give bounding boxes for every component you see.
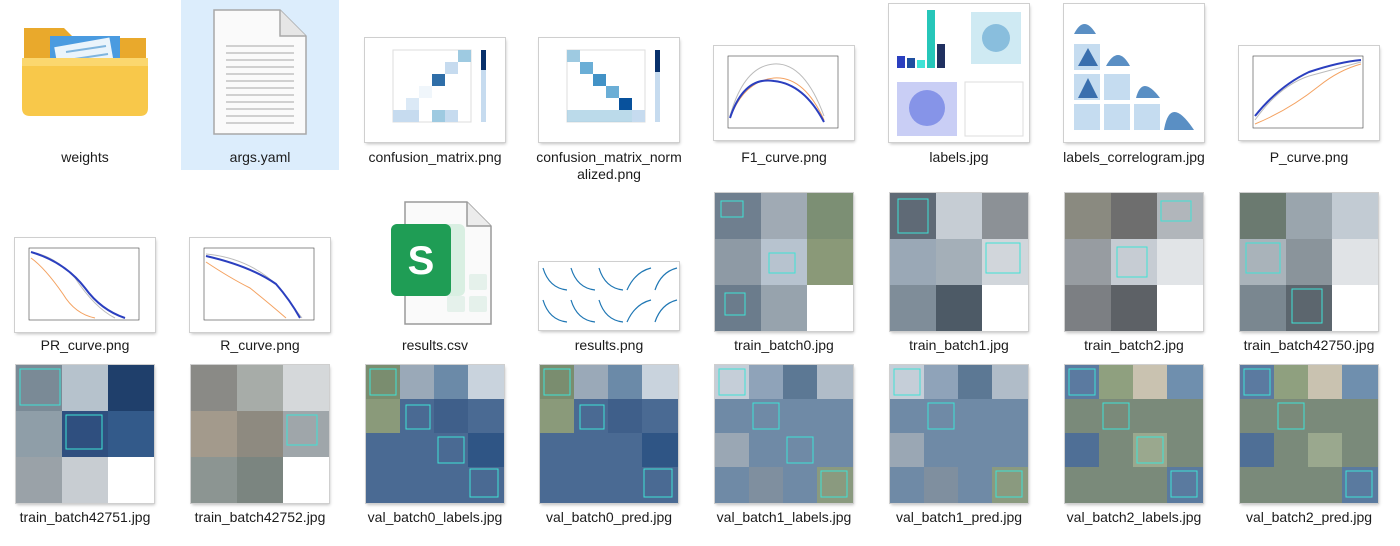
- file-item-val-batch1-labels[interactable]: val_batch1_labels.jpg: [705, 360, 863, 530]
- file-item-args-yaml[interactable]: args.yaml: [181, 0, 339, 170]
- file-item-results-csv[interactable]: S results.csv: [356, 188, 514, 358]
- pr-curve-thumbnail: [15, 238, 155, 332]
- file-item-r-curve[interactable]: R_curve.png: [181, 188, 339, 358]
- document-icon: [210, 8, 310, 138]
- r-curve-thumbnail: [190, 238, 330, 332]
- val-batch2-pred-thumbnail: [1240, 365, 1378, 503]
- spreadsheet-icon: S: [375, 198, 495, 328]
- file-name: PR_curve.png: [40, 337, 130, 353]
- file-name: results.csv: [401, 337, 469, 353]
- file-name: args.yaml: [229, 149, 291, 165]
- file-item-labels-correlogram[interactable]: labels_correlogram.jpg: [1055, 0, 1213, 190]
- train-batch0-thumbnail: [715, 193, 853, 331]
- train-batch42750-thumbnail: [1240, 193, 1378, 331]
- file-item-labels[interactable]: labels.jpg: [880, 0, 1038, 170]
- file-name: F1_curve.png: [741, 149, 827, 165]
- spreadsheet-letter: S: [408, 239, 435, 283]
- file-name: val_batch1_labels.jpg: [716, 509, 852, 525]
- val-batch1-pred-thumbnail: [890, 365, 1028, 503]
- train-batch42751-thumbnail: [16, 365, 154, 503]
- labels-thumbnail: [889, 4, 1029, 142]
- file-item-weights[interactable]: weights: [6, 0, 164, 170]
- file-name: labels.jpg: [929, 149, 989, 165]
- file-item-confusion-matrix[interactable]: confusion_matrix.png: [356, 0, 514, 170]
- file-item-train-batch42751[interactable]: train_batch42751.jpg: [6, 360, 164, 530]
- file-item-val-batch2-labels[interactable]: val_batch2_labels.jpg: [1055, 360, 1213, 530]
- file-name: labels_correlogram.jpg: [1063, 149, 1205, 165]
- file-name: train_batch0.jpg: [734, 337, 834, 353]
- file-name: val_batch0_labels.jpg: [367, 509, 503, 525]
- file-name: R_curve.png: [220, 337, 300, 353]
- file-name: train_batch42751.jpg: [19, 509, 151, 525]
- file-name: weights: [61, 149, 109, 165]
- file-name: train_batch42752.jpg: [194, 509, 326, 525]
- file-item-val-batch0-pred[interactable]: val_batch0_pred.jpg: [530, 360, 688, 530]
- val-batch1-labels-thumbnail: [715, 365, 853, 503]
- file-item-f1-curve[interactable]: F1_curve.png: [705, 0, 863, 170]
- labels-correlogram-thumbnail: [1064, 4, 1204, 142]
- confusion-matrix-normalized-thumbnail: [539, 38, 679, 142]
- file-name: P_curve.png: [1269, 149, 1349, 165]
- file-item-train-batch2[interactable]: train_batch2.jpg: [1055, 188, 1213, 358]
- file-item-pr-curve[interactable]: PR_curve.png: [6, 188, 164, 358]
- file-item-train-batch42750[interactable]: train_batch42750.jpg: [1230, 188, 1388, 358]
- folder-icon: [20, 18, 150, 118]
- f1-curve-thumbnail: [714, 46, 854, 140]
- file-name: confusion_matrix_normalized.png: [536, 149, 682, 182]
- file-name: confusion_matrix.png: [368, 149, 502, 165]
- file-name: train_batch2.jpg: [1084, 337, 1184, 353]
- file-name: train_batch1.jpg: [909, 337, 1009, 353]
- confusion-matrix-thumbnail: [365, 38, 505, 142]
- file-name: val_batch0_pred.jpg: [545, 509, 673, 525]
- file-item-train-batch1[interactable]: train_batch1.jpg: [880, 188, 1038, 358]
- val-batch0-pred-thumbnail: [540, 365, 678, 503]
- file-name: val_batch2_labels.jpg: [1066, 509, 1202, 525]
- file-name: train_batch42750.jpg: [1243, 337, 1375, 353]
- file-item-val-batch2-pred[interactable]: val_batch2_pred.jpg: [1230, 360, 1388, 530]
- file-item-train-batch42752[interactable]: train_batch42752.jpg: [181, 360, 339, 530]
- file-item-results-png[interactable]: results.png: [530, 188, 688, 358]
- val-batch0-labels-thumbnail: [366, 365, 504, 503]
- file-name: val_batch2_pred.jpg: [1245, 509, 1373, 525]
- p-curve-thumbnail: [1239, 46, 1379, 140]
- file-item-val-batch1-pred[interactable]: val_batch1_pred.jpg: [880, 360, 1038, 530]
- train-batch42752-thumbnail: [191, 365, 329, 503]
- file-item-confusion-matrix-normalized[interactable]: confusion_matrix_normalized.png: [530, 0, 688, 190]
- train-batch1-thumbnail: [890, 193, 1028, 331]
- file-item-p-curve[interactable]: P_curve.png: [1230, 0, 1388, 170]
- file-item-train-batch0[interactable]: train_batch0.jpg: [705, 188, 863, 358]
- results-thumbnail: [539, 262, 679, 330]
- val-batch2-labels-thumbnail: [1065, 365, 1203, 503]
- file-name: results.png: [574, 337, 644, 353]
- file-item-val-batch0-labels[interactable]: val_batch0_labels.jpg: [356, 360, 514, 530]
- file-name: val_batch1_pred.jpg: [895, 509, 1023, 525]
- train-batch2-thumbnail: [1065, 193, 1203, 331]
